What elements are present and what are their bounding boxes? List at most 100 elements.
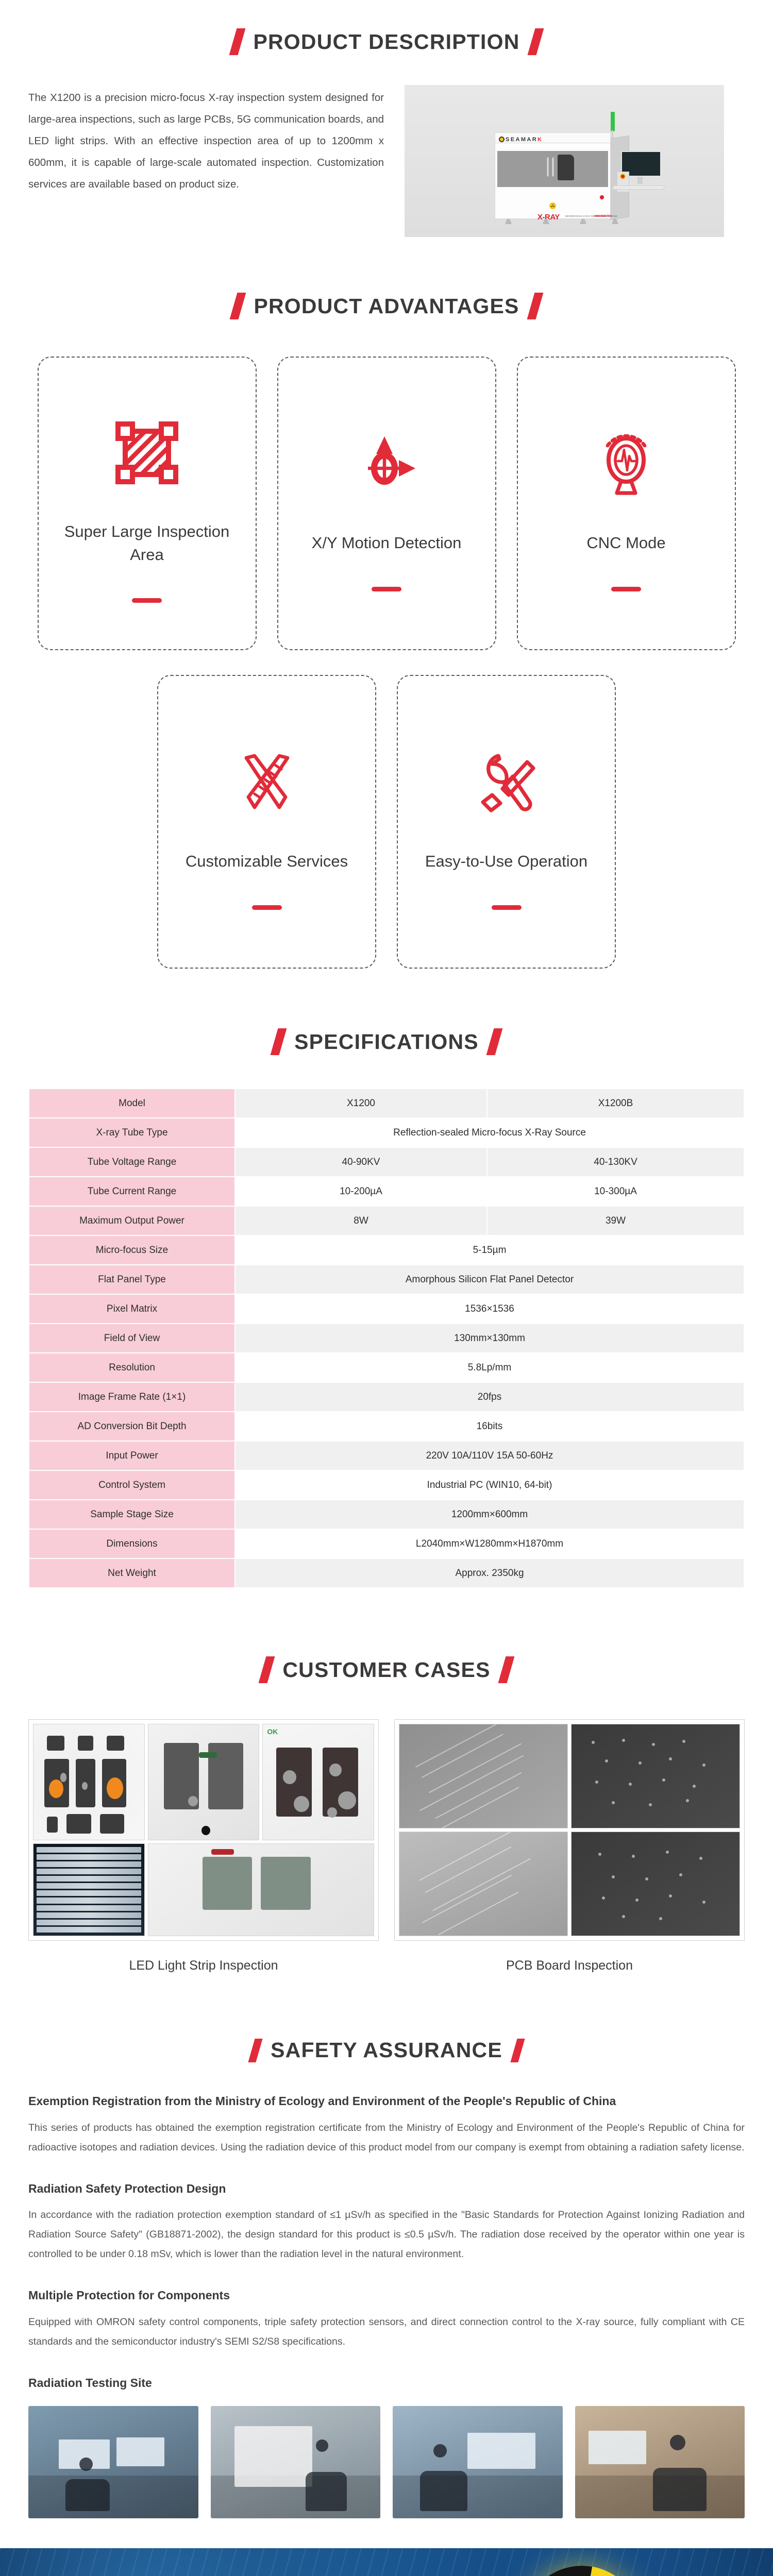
- spec-key-cell: Micro-focus Size: [28, 1235, 236, 1265]
- slash-decoration-left-icon: [229, 293, 246, 319]
- testing-photo-2: [210, 2405, 380, 2518]
- section-heading: PRODUCT ADVANTAGES: [28, 293, 745, 319]
- safety-heading: Exemption Registration from the Ministry…: [28, 2094, 616, 2108]
- monitor-stand: [637, 177, 643, 184]
- spec-value-x1200: 8W: [234, 1206, 488, 1236]
- safety-paragraph: This series of products has obtained the…: [28, 2122, 745, 2153]
- advantage-underline: [372, 586, 401, 591]
- product-description-paragraph: The X1200 is a precision micro-focus X-r…: [28, 92, 384, 191]
- slash-decoration-right-icon: [498, 1656, 515, 1683]
- spec-value-x1200b: 10-300µA: [486, 1176, 745, 1207]
- spec-key-cell: Dimensions: [28, 1529, 236, 1559]
- advantage-underline: [251, 905, 282, 910]
- section-heading: PRODUCT DESCRIPTION: [28, 28, 745, 55]
- detector-brand-label: HAMAMATSU: [594, 215, 612, 218]
- advantage-card-customizable-services[interactable]: Customizable Services: [157, 675, 376, 969]
- testing-photo-1: [28, 2405, 198, 2518]
- table-row: Dimensions L2040mm×W1280mm×H1870mm: [28, 1529, 745, 1559]
- case-caption: LED Light Strip Inspection: [129, 1958, 278, 1973]
- advantages-title: PRODUCT ADVANTAGES: [254, 294, 519, 318]
- table-row: Micro-focus Size 5-15µm: [28, 1235, 745, 1265]
- slash-decoration-right-icon: [510, 2038, 525, 2062]
- xray-image-pcb-traces-2: [399, 1832, 568, 1936]
- spec-key-cell: Control System: [28, 1470, 236, 1500]
- table-row: Pixel Matrix 1536×1536: [28, 1294, 745, 1324]
- xray-image-pcb-traces-1: [399, 1724, 568, 1828]
- spec-value-shared: 5.8Lp/mm: [234, 1352, 745, 1383]
- emergency-stop-button-body: [599, 194, 605, 200]
- spec-value-x1200: X1200: [234, 1088, 488, 1118]
- spec-key-cell: Maximum Output Power: [28, 1206, 236, 1236]
- advantage-label: Customizable Services: [185, 852, 348, 871]
- testing-photo-3: [393, 2405, 563, 2518]
- hatched-square-icon: [114, 404, 180, 502]
- xray-image-led-strip-array: [33, 1843, 145, 1936]
- wrench-screwdriver-icon: [474, 734, 540, 832]
- brand-prefix: SEAMAR: [506, 137, 538, 143]
- beacon-pole: [612, 130, 613, 139]
- xy-crosshair-arrows-icon: [354, 415, 419, 513]
- door-handle-right: [552, 157, 554, 177]
- spec-value-x1200: 40-90KV: [234, 1147, 488, 1177]
- case-pcb-board[interactable]: PCB Board Inspection: [394, 1719, 745, 1973]
- slash-decoration-right-icon: [527, 293, 544, 319]
- table-row: Tube Current Range 10-200µA 10-300µA: [28, 1176, 745, 1207]
- xray-image-bga-voids-1: [571, 1724, 740, 1828]
- machine-brand-label: SEAMARK: [506, 137, 543, 143]
- spec-value-shared: 1200mm×600mm: [234, 1499, 745, 1530]
- table-row: Model X1200 X1200B: [28, 1088, 745, 1118]
- spec-key-cell: Pixel Matrix: [28, 1294, 236, 1324]
- advantage-card-inspection-area[interactable]: Super Large Inspection Area: [37, 357, 257, 650]
- spec-key-cell: Image Frame Rate (1×1): [28, 1382, 236, 1412]
- customer-cases-title: CUSTOMER CASES: [282, 1657, 491, 1682]
- spec-key-cell: Resolution: [28, 1352, 236, 1383]
- spec-value-shared: 220V 10A/110V 15A 50-60Hz: [234, 1440, 745, 1471]
- slash-decoration-right-icon: [486, 1028, 503, 1055]
- spec-key-cell: Field of View: [28, 1323, 236, 1353]
- customer-cases-section: CUSTOMER CASES: [0, 1656, 773, 1973]
- machine-foot-3: [580, 219, 586, 224]
- advantage-card-easy-operation[interactable]: Easy-to-Use Operation: [397, 675, 616, 969]
- spec-key-cell: AD Conversion Bit Depth: [28, 1411, 236, 1442]
- spec-key-cell: Input Power: [28, 1440, 236, 1471]
- table-row: X-ray Tube Type Reflection-sealed Micro-f…: [28, 1117, 745, 1148]
- product-advantages-section: PRODUCT ADVANTAGES: [0, 293, 773, 969]
- product-photo: SEAMARK X-RAY MICROFOCUS X-RAY INSPECTIO…: [405, 85, 724, 237]
- spec-value-shared: 130mm×130mm: [234, 1323, 745, 1353]
- page-title: PRODUCT DESCRIPTION: [253, 29, 520, 54]
- xray-image-battery: [147, 1724, 260, 1840]
- machine-foot-4: [612, 219, 618, 224]
- machine-foot-2: [543, 219, 549, 224]
- cnc-waveform-monitor-icon: [593, 415, 659, 513]
- table-row: AD Conversion Bit Depth 16bits: [28, 1411, 745, 1442]
- section-heading: CUSTOMER CASES: [28, 1656, 745, 1683]
- machine-xray-label: X-RAY: [537, 213, 560, 222]
- product-description-section: PRODUCT DESCRIPTION The X1200 is a preci…: [0, 0, 773, 237]
- safety-paragraph: In accordance with the radiation protect…: [28, 2209, 745, 2260]
- xray-image-modules-ok: OK: [262, 1724, 374, 1840]
- radiation-banner: [0, 2548, 773, 2576]
- testing-photo-4: [575, 2405, 745, 2518]
- advantage-label: CNC Mode: [586, 534, 666, 552]
- seamark-logo-mark-icon: [499, 137, 505, 142]
- spec-value-x1200b: 39W: [486, 1206, 745, 1236]
- table-row: Maximum Output Power 8W 39W: [28, 1206, 745, 1236]
- safety-block-multiple-protection: Multiple Protection for Components Equip…: [28, 2286, 745, 2351]
- xray-image-connectors: [33, 1724, 145, 1840]
- slash-decoration-left-icon: [248, 2038, 263, 2062]
- table-row: Net Weight Approx. 2350kg: [28, 1558, 745, 1588]
- spec-key-cell: Model: [28, 1088, 236, 1118]
- advantage-underline: [611, 586, 641, 591]
- spec-value-shared: 5-15µm: [234, 1235, 745, 1265]
- slash-decoration-left-icon: [270, 1028, 287, 1055]
- brand-suffix: K: [537, 137, 543, 143]
- case-caption: PCB Board Inspection: [506, 1958, 633, 1973]
- radiation-testing-site-heading: Radiation Testing Site: [28, 2376, 152, 2390]
- safety-block-exemption: Exemption Registration from the Ministry…: [28, 2092, 745, 2157]
- advantage-card-cnc-mode[interactable]: CNC Mode: [516, 357, 736, 650]
- advantage-card-xy-motion[interactable]: X/Y Motion Detection: [277, 357, 496, 650]
- table-row: Resolution 5.8Lp/mm: [28, 1352, 745, 1383]
- case-led-light-strip[interactable]: OK: [28, 1719, 379, 1973]
- advantage-underline: [491, 905, 522, 910]
- safety-assurance-section: SAFETY ASSURANCE Exemption Registration …: [0, 2038, 773, 2576]
